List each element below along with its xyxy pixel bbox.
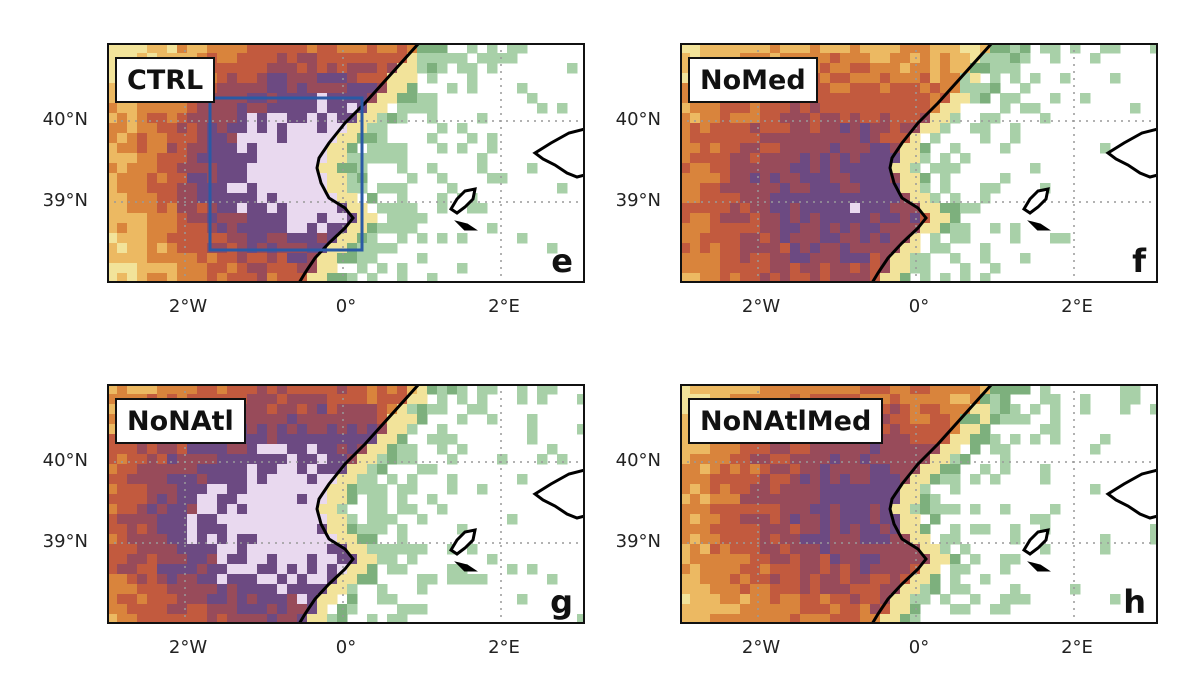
coastline	[870, 384, 994, 624]
lon-tick-label: 2°W	[168, 296, 208, 317]
lon-tick-label: 2°E	[488, 296, 520, 317]
lon-tick-label: 0°	[335, 637, 357, 658]
formentera-island	[1027, 220, 1051, 231]
formentera-island	[454, 561, 478, 572]
lat-tick-label: 40°N	[42, 109, 88, 130]
lon-tick-label: 0°	[335, 296, 357, 317]
lon-tick-label: 2°E	[1061, 296, 1093, 317]
precip-map-nomed	[680, 43, 1158, 283]
ibiza-island	[1021, 528, 1050, 556]
panel-letter: e	[551, 242, 573, 280]
formentera-island	[1027, 561, 1051, 572]
lat-tick-label: 39°N	[615, 531, 661, 552]
lon-tick-label: 2°W	[168, 637, 208, 658]
lat-tick-label: 39°N	[42, 531, 88, 552]
map-panel-nonatlmed: NoNAtlMed h	[680, 384, 1158, 624]
coastline	[297, 384, 421, 624]
precip-map-nonatl	[107, 384, 585, 624]
formentera-island	[454, 220, 478, 231]
experiment-label: CTRL	[115, 57, 216, 103]
ibiza-island	[448, 187, 477, 215]
experiment-label: NoMed	[688, 57, 818, 103]
precip-map-nonatlmed	[680, 384, 1158, 624]
lon-tick-label: 0°	[908, 296, 930, 317]
coastline	[297, 43, 421, 283]
map-panel-nonatl: NoNAtl g	[107, 384, 585, 624]
lon-tick-label: 2°E	[488, 637, 520, 658]
panel-letter: h	[1123, 583, 1146, 621]
mallorca-island	[532, 468, 585, 520]
precip-field	[107, 43, 585, 283]
experiment-label: NoNAtlMed	[688, 398, 884, 444]
lat-tick-label: 39°N	[42, 190, 88, 211]
mallorca-island	[532, 127, 585, 179]
map-panel-nomed: NoMed f	[680, 43, 1158, 283]
lon-tick-label: 0°	[908, 637, 930, 658]
lat-tick-label: 40°N	[615, 450, 661, 471]
lat-tick-label: 39°N	[615, 190, 661, 211]
ibiza-island	[448, 528, 477, 556]
ibiza-island	[1021, 187, 1050, 215]
mallorca-island	[1105, 468, 1158, 520]
panel-letter: g	[550, 583, 573, 621]
mallorca-island	[1105, 127, 1158, 179]
coastline	[870, 43, 994, 283]
analysis-region-box	[208, 96, 364, 252]
map-panel-ctrl: CTRL e	[107, 43, 585, 283]
lon-tick-label: 2°W	[741, 637, 781, 658]
experiment-label: NoNAtl	[115, 398, 246, 444]
lat-tick-label: 40°N	[615, 109, 661, 130]
lon-tick-label: 2°W	[741, 296, 781, 317]
panel-letter: f	[1132, 242, 1146, 280]
lat-tick-label: 40°N	[42, 450, 88, 471]
lon-tick-label: 2°E	[1061, 637, 1093, 658]
precip-field	[107, 384, 585, 624]
precip-map-ctrl	[107, 43, 585, 283]
